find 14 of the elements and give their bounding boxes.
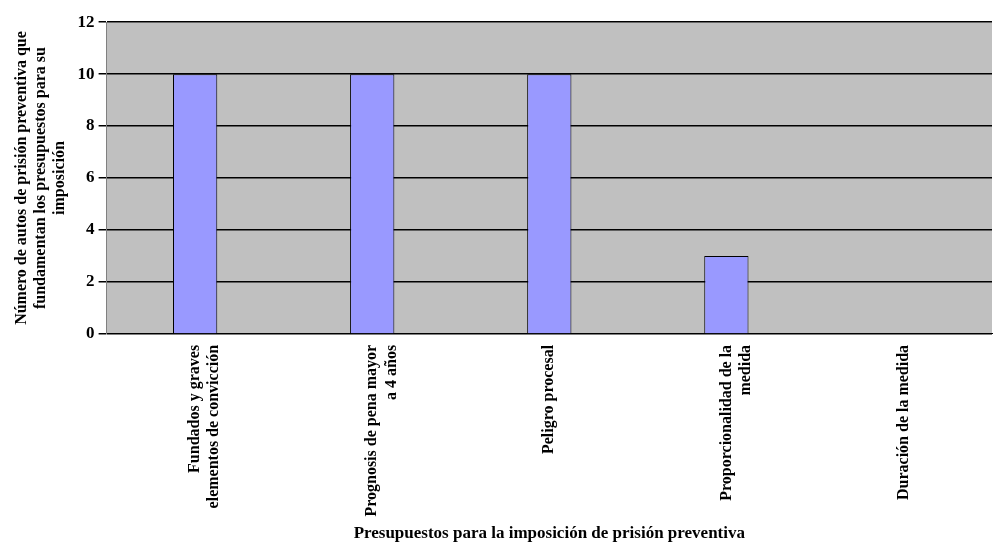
x-tick-label: Fundados y graves elementos de convicción bbox=[185, 344, 222, 509]
x-tick-label: Duración de la medida bbox=[893, 344, 911, 501]
y-tick-label: 0 bbox=[86, 323, 95, 343]
x-tick-label: Proporcionalidad de la medida bbox=[716, 344, 753, 501]
x-tick-label: Prognosis de pena mayor a 4 años bbox=[362, 344, 399, 517]
y-tick-label: 12 bbox=[77, 11, 95, 31]
x-axis-title: Presupuestos para la imposición de prisión preventiva bbox=[353, 523, 746, 543]
y-tick-label: 4 bbox=[86, 219, 96, 239]
y-tick-label: 6 bbox=[86, 167, 95, 187]
y-tick-label: 10 bbox=[77, 63, 95, 83]
y-tick-label: 2 bbox=[86, 271, 95, 291]
x-tick-label: Peligro procesal bbox=[539, 344, 558, 455]
y-tick-label: 8 bbox=[86, 115, 95, 135]
y-axis-title: Número de autos de prisión preventiva que fundamentan los presupuestos para su imposición bbox=[11, 31, 69, 325]
